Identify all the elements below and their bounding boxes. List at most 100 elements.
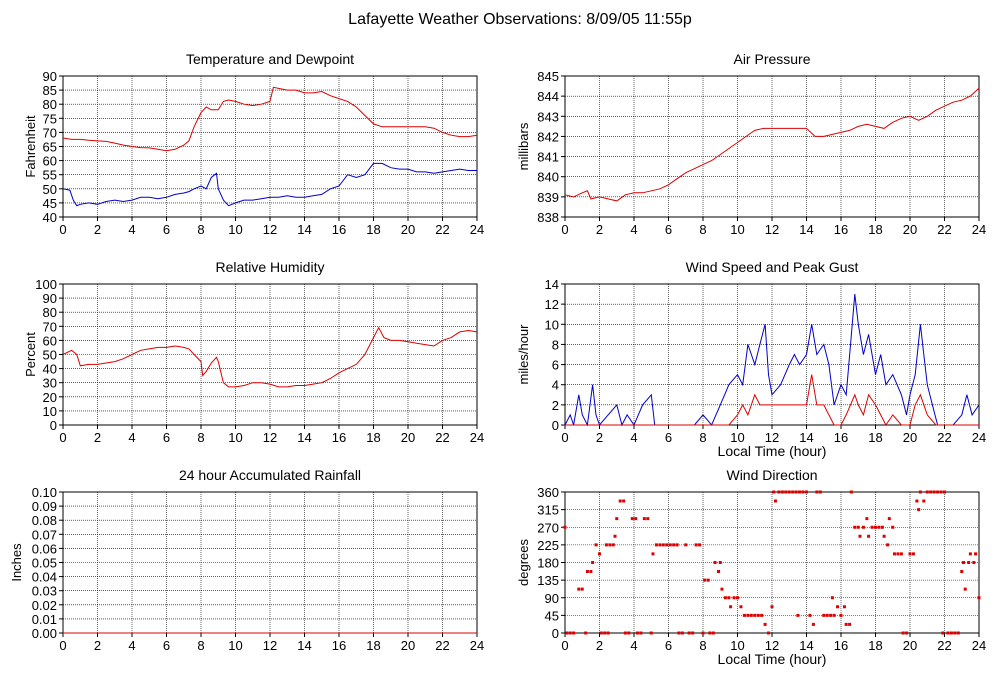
data-point	[706, 578, 710, 582]
data-point	[887, 517, 891, 521]
data-point	[911, 552, 915, 556]
chart-title: 24 hour Accumulated Rainfall	[179, 467, 361, 483]
data-point	[603, 631, 607, 635]
y-axis-label: degrees	[516, 539, 531, 586]
y-tick-label: 4	[552, 378, 559, 393]
x-tick-label: 24	[972, 638, 986, 653]
data-point	[568, 631, 572, 635]
data-point	[739, 605, 743, 609]
y-tick-label: 90	[43, 291, 57, 306]
data-point	[922, 499, 926, 503]
data-point	[811, 622, 815, 626]
series-line-0	[564, 87, 980, 202]
x-tick-label: 10	[730, 222, 744, 237]
data-point	[815, 490, 819, 494]
data-point	[941, 631, 945, 635]
data-point	[711, 631, 715, 635]
data-point	[784, 490, 788, 494]
data-point	[661, 543, 665, 547]
data-point	[968, 552, 972, 556]
y-tick-label: 838	[537, 210, 559, 225]
data-point	[563, 525, 567, 529]
data-point	[925, 490, 929, 494]
y-tick-label: 360	[537, 485, 559, 500]
data-point	[677, 631, 681, 635]
y-tick-label: 10	[545, 317, 559, 332]
x-tick-label: 0	[59, 430, 66, 445]
x-tick-label: 20	[903, 222, 917, 237]
data-point	[842, 605, 846, 609]
data-point	[701, 631, 705, 635]
data-point	[886, 543, 890, 547]
y-tick-label: 12	[545, 297, 559, 312]
data-point	[939, 490, 943, 494]
x-tick-label: 0	[59, 222, 66, 237]
data-point	[805, 490, 808, 494]
x-tick-label: 14	[297, 222, 311, 237]
data-point	[658, 543, 662, 547]
series-line-0	[62, 86, 478, 152]
data-point	[599, 631, 603, 635]
x-tick-label: 4	[630, 222, 637, 237]
x-tick-label: 0	[561, 222, 568, 237]
data-point	[870, 525, 874, 529]
data-point	[713, 561, 717, 564]
y-tick-label: 845	[537, 69, 559, 84]
x-tick-label: 16	[332, 222, 346, 237]
data-point	[698, 543, 702, 547]
y-tick-label: 50	[43, 348, 57, 363]
x-tick-label: 6	[665, 430, 672, 445]
x-tick-label: 10	[730, 430, 744, 445]
data-point	[974, 552, 978, 556]
y-tick-label: 2	[552, 398, 559, 413]
x-tick-label: 4	[128, 430, 135, 445]
y-tick-label: 0.06	[32, 541, 57, 556]
data-point	[615, 517, 619, 521]
y-tick-label: 0.03	[32, 584, 57, 599]
data-point	[953, 631, 957, 635]
y-tick-label: 90	[43, 69, 57, 84]
series-line-1	[565, 374, 979, 426]
data-point	[977, 596, 981, 600]
data-point	[773, 499, 777, 503]
y-tick-label: 135	[537, 573, 559, 588]
y-tick-label: 40	[43, 210, 57, 225]
data-point	[949, 631, 953, 635]
x-tick-label: 8	[699, 430, 706, 445]
data-point	[634, 517, 638, 521]
data-point	[832, 613, 836, 617]
data-point	[946, 631, 950, 635]
y-tick-label: 0.01	[32, 612, 57, 627]
x-tick-label: 16	[332, 638, 346, 653]
y-tick-label: 0	[50, 418, 57, 433]
data-point	[694, 543, 698, 547]
x-tick-label: 8	[197, 222, 204, 237]
x-tick-label: 14	[297, 638, 311, 653]
y-tick-label: 0.08	[32, 513, 57, 528]
x-tick-label: 20	[401, 638, 415, 653]
x-tick-label: 2	[596, 222, 603, 237]
y-tick-label: 0	[552, 418, 559, 433]
y-tick-label: 843	[537, 109, 559, 124]
x-tick-label: 16	[332, 430, 346, 445]
y-tick-label: 60	[43, 154, 57, 169]
x-tick-label: 12	[765, 222, 779, 237]
data-point	[891, 525, 895, 529]
data-point	[967, 561, 971, 564]
y-axis-label: Percent	[23, 332, 38, 377]
x-tick-label: 24	[470, 222, 484, 237]
data-point	[717, 570, 721, 574]
data-point	[594, 543, 598, 547]
data-point	[849, 490, 853, 494]
y-tick-label: 8	[552, 337, 559, 352]
y-tick-label: 839	[537, 190, 559, 205]
data-point	[687, 631, 691, 635]
x-tick-label: 10	[228, 222, 242, 237]
data-point	[901, 631, 905, 635]
data-point	[822, 613, 826, 617]
y-tick-label: 80	[43, 97, 57, 112]
data-point	[622, 499, 626, 503]
x-tick-label: 18	[366, 430, 380, 445]
